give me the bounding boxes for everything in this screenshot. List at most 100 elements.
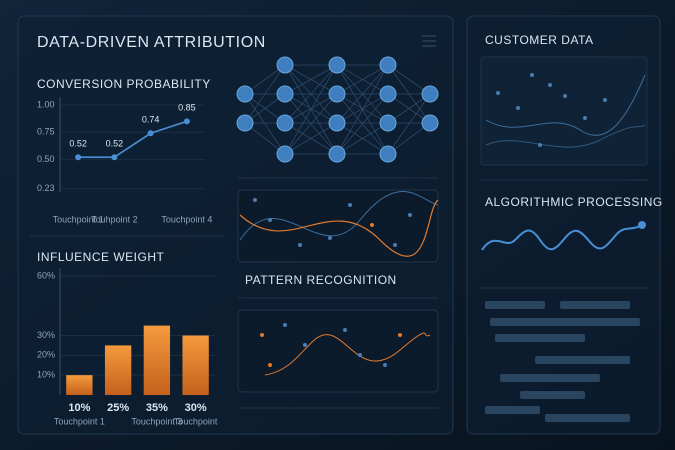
decor-dot xyxy=(398,333,402,337)
network-node xyxy=(328,85,346,103)
wave-panel xyxy=(237,189,439,263)
decor-dot xyxy=(348,203,352,207)
network-node xyxy=(421,85,439,103)
decor-bar xyxy=(495,334,585,342)
network-node xyxy=(276,56,294,74)
network-node xyxy=(276,114,294,132)
network-node xyxy=(276,145,294,163)
network-edge xyxy=(387,64,431,95)
data-label: 0.52 xyxy=(106,139,124,149)
panel-title: CUSTOMER DATA xyxy=(485,33,594,47)
x-tick-label: Touchpoint 3 xyxy=(131,416,182,426)
network-edge xyxy=(336,64,389,124)
decor-dot xyxy=(638,221,646,229)
decor-dot xyxy=(496,91,500,95)
decor-dot xyxy=(393,243,397,247)
decor-wave xyxy=(485,124,646,148)
network-edge xyxy=(387,122,431,155)
data-label: 0.74 xyxy=(142,115,160,125)
decor-dot xyxy=(268,218,272,222)
decor-wave xyxy=(239,199,439,257)
network-node xyxy=(276,85,294,103)
decor-bar xyxy=(545,414,630,422)
x-tick-label: Touchpoint 1 xyxy=(53,214,104,224)
line xyxy=(78,120,188,158)
decor-group xyxy=(236,56,640,422)
decor-bar xyxy=(500,374,600,382)
y-tick-label: 1.00 xyxy=(37,99,55,109)
decor-bar xyxy=(520,391,585,399)
decor-wave xyxy=(481,224,643,251)
network-edge xyxy=(336,64,389,155)
network-node xyxy=(421,114,439,132)
point xyxy=(75,154,82,161)
network-edge xyxy=(336,93,389,155)
decor-wave xyxy=(485,74,646,136)
network-edge xyxy=(284,64,338,95)
bar xyxy=(66,375,93,395)
network-node xyxy=(379,114,397,132)
y-tick-label: 10% xyxy=(37,370,55,380)
decor-bar xyxy=(485,301,545,309)
y-tick-label: 30% xyxy=(37,330,55,340)
panel-title: PATTERN RECOGNITION xyxy=(245,273,397,287)
chart-title: CONVERSION PROBABILITY xyxy=(37,77,211,91)
decor-dot xyxy=(260,333,264,337)
network-edge xyxy=(387,93,431,155)
decor-dot xyxy=(516,106,520,110)
decor-dot xyxy=(328,236,332,240)
decor-dot xyxy=(408,213,412,217)
bar xyxy=(182,335,209,395)
y-tick-label: 60% xyxy=(37,270,55,280)
y-tick-label: 0.23 xyxy=(37,183,55,193)
network-node xyxy=(379,56,397,74)
network-edge xyxy=(284,93,338,155)
network-node xyxy=(328,145,346,163)
decor-dot xyxy=(530,73,534,77)
decor-bar xyxy=(490,318,640,326)
decor-dot xyxy=(603,98,607,102)
network-node xyxy=(379,85,397,103)
network-edge xyxy=(336,64,389,95)
x-tick-label: Touhpoint 2 xyxy=(91,214,138,224)
x-tick-label: Touchpoint 1 xyxy=(54,416,105,426)
x-tick-label: Touchpoint 4 xyxy=(161,214,212,224)
data-label: 35% xyxy=(146,402,168,414)
network-node xyxy=(236,114,254,132)
data-label: 30% xyxy=(185,402,207,414)
y-tick-label: 20% xyxy=(37,350,55,360)
decor-bar xyxy=(560,301,630,309)
network-edge xyxy=(284,93,338,124)
decor-dot xyxy=(253,198,257,202)
y-tick-label: 0.50 xyxy=(37,154,55,164)
dividers xyxy=(30,177,648,409)
data-label: 0.85 xyxy=(178,103,196,113)
network-edge xyxy=(244,64,286,124)
data-label: 0.52 xyxy=(69,139,87,149)
customer-panel xyxy=(480,56,648,166)
network-edge xyxy=(284,64,338,155)
decor-dot xyxy=(563,94,567,98)
decor-dot xyxy=(538,143,542,147)
point xyxy=(111,154,118,161)
decor-dot xyxy=(343,328,347,332)
decor-dot xyxy=(298,243,302,247)
network-edge xyxy=(284,122,338,155)
point xyxy=(147,130,154,137)
network-node xyxy=(379,145,397,163)
decor-dot xyxy=(283,323,287,327)
bar xyxy=(143,325,171,395)
network-node xyxy=(328,56,346,74)
decor-bar xyxy=(535,356,630,364)
network-edge xyxy=(244,93,286,155)
point xyxy=(183,118,190,125)
data-label: 10% xyxy=(68,402,90,414)
pattern-panel xyxy=(237,309,439,393)
decor-dot xyxy=(268,363,272,367)
decor-dot xyxy=(370,223,374,227)
decor-dot xyxy=(303,343,307,347)
network-node xyxy=(328,114,346,132)
panel-title: ALGORITHMIC PROCESSING xyxy=(485,195,663,209)
menu-icon xyxy=(422,35,436,47)
